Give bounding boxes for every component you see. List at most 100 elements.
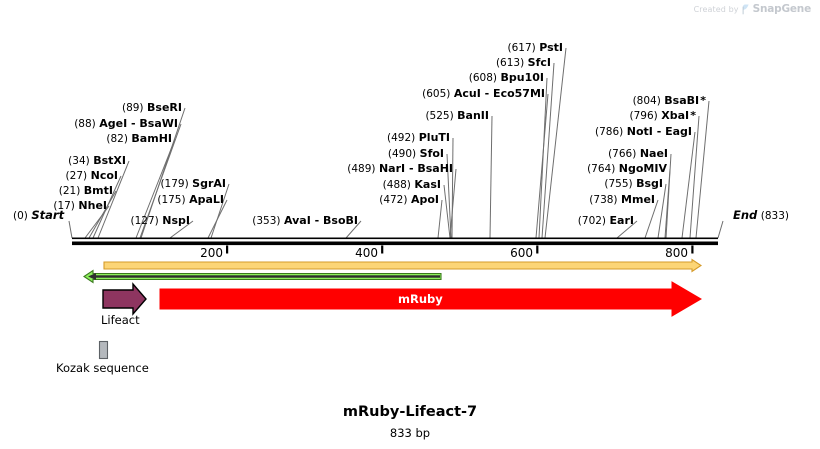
enzyme-name: BsaBI: [664, 94, 700, 107]
enzyme-name: NgoMIV: [618, 162, 667, 175]
enzyme-label-NheI[interactable]: (17) NheI: [53, 200, 107, 213]
enzyme-label-BstXI[interactable]: (34) BstXI: [68, 155, 126, 168]
ruler-tick-800: [691, 245, 694, 254]
enzyme-label-AgeI-BsaWI[interactable]: (88) AgeI - BsaWI: [74, 117, 178, 131]
enzyme-pos: (488): [382, 179, 411, 191]
enzyme-pos: (17): [53, 200, 75, 212]
ruler-label-600: 600: [510, 246, 533, 260]
ruler-tick-400: [381, 245, 384, 254]
enzyme-label-BmtI[interactable]: (21) BmtI: [58, 185, 113, 198]
enzyme-label-BsaBI[interactable]: (804) BsaBI *: [633, 94, 706, 108]
enzyme-label-XbaI[interactable]: (796) XbaI *: [629, 109, 696, 123]
enzyme-name: KasI: [414, 178, 441, 191]
enzyme-name: XbaI: [661, 109, 690, 122]
enzyme-name: NotI - EagI: [626, 125, 692, 138]
ruler-tick-600: [536, 245, 539, 254]
enzyme-label-KasI[interactable]: (488) KasI: [382, 178, 441, 192]
enzyme-label-NgoMIV[interactable]: (764) NgoMIV: [587, 162, 667, 176]
terminal-start-label: Start: [31, 208, 65, 222]
enzyme-label-NspI[interactable]: (127) NspI: [130, 214, 190, 228]
construct-length: 833 bp: [389, 426, 431, 440]
enzyme-name: ApaLI: [189, 193, 224, 206]
watermark-created-by-label: Created by: [693, 4, 739, 14]
feature-caption-lifeact: Lifeact: [101, 313, 140, 327]
snapgene-watermark: Created by SnapGene: [693, 3, 812, 15]
feature-label-mruby: mRuby: [398, 292, 443, 306]
enzyme-pos: (786): [595, 126, 624, 138]
enzyme-name: AgeI - BsaWI: [99, 117, 178, 130]
ruler-label-800: 800: [665, 246, 688, 260]
enzyme-pos: (764): [587, 163, 616, 175]
enzyme-label-AvaI-BsoBI[interactable]: (353) AvaI - BsoBI: [252, 215, 358, 228]
feature-mruby[interactable]: [159, 281, 702, 317]
enzyme-label-NarI-BsaHI[interactable]: (489) NarI - BsaHI: [347, 162, 453, 176]
enzyme-label-NaeI[interactable]: (766) NaeI: [608, 147, 668, 161]
enzyme-pos: (613): [495, 57, 525, 69]
feature-cds-orange[interactable]: [103, 258, 702, 273]
enzyme-pos: (489): [347, 163, 376, 175]
enzyme-name: ApoI: [410, 193, 439, 206]
leader-lines: [68, 47, 724, 239]
enzyme-pos: (608): [468, 72, 497, 84]
enzyme-label-PluTI[interactable]: (492) PluTI: [387, 132, 450, 145]
enzyme-pos: (490): [387, 148, 417, 160]
enzyme-name: EarI: [609, 214, 634, 227]
enzyme-name: NaeI: [639, 147, 668, 160]
enzyme-name: NspI: [162, 214, 190, 227]
feature-green-arrow[interactable]: [83, 269, 442, 284]
enzyme-label-NcoI[interactable]: (27) NcoI: [66, 169, 118, 183]
enzyme-name: AcuI - Eco57MI: [453, 87, 545, 100]
enzyme-label-Bpu10I[interactable]: (608) Bpu10I: [468, 72, 544, 85]
enzyme-label-SfoI[interactable]: (490) SfoI: [387, 147, 444, 161]
enzyme-name: NcoI: [90, 169, 118, 182]
watermark-brand-label: SnapGene: [752, 3, 812, 15]
enzyme-label-BamHI[interactable]: (82) BamHI: [106, 133, 172, 146]
feature-lifeact[interactable]: [102, 282, 147, 316]
enzyme-label-SfcI[interactable]: (613) SfcI: [495, 57, 551, 70]
ruler-tick-200: [226, 245, 229, 254]
enzyme-pos: (738): [589, 194, 618, 206]
ruler-label-400: 400: [355, 246, 378, 260]
ruler-label-200: 200: [200, 246, 223, 260]
enzyme-label-PstI[interactable]: (617) PstI: [507, 41, 563, 55]
enzyme-label-BanII[interactable]: (525) BanII: [425, 109, 489, 123]
enzyme-label-ApoI[interactable]: (472) ApoI: [379, 193, 439, 207]
enzyme-label-BsgI[interactable]: (755) BsgI: [604, 178, 663, 191]
enzyme-label-SgrAI[interactable]: (179) SgrAI: [160, 177, 226, 191]
enzyme-label-NotI-EagI[interactable]: (786) NotI - EagI: [595, 125, 692, 139]
enzyme-label-MmeI[interactable]: (738) MmeI: [589, 194, 655, 207]
enzyme-name: SgrAI: [192, 177, 226, 190]
enzyme-pos: (796): [629, 110, 658, 122]
enzyme-label-EarI[interactable]: (702) EarI: [578, 214, 634, 228]
enzyme-pos: (34): [68, 155, 90, 167]
ruler-ticks: [226, 245, 694, 254]
enzyme-label-BseRI[interactable]: (89) BseRI: [121, 101, 182, 115]
enzyme-name: SfoI: [419, 147, 444, 160]
terminal-start[interactable]: (0) Start: [13, 208, 64, 222]
enzyme-pos: (82): [106, 133, 128, 145]
terminal-end-position: (833): [760, 210, 790, 222]
snapgene-leaf-icon: [742, 4, 750, 15]
feature-caption-kozak: Kozak sequence: [56, 361, 149, 375]
enzyme-label-AcuI-Eco57MI[interactable]: (605) AcuI - Eco57MI: [422, 87, 545, 101]
enzyme-pos: (175): [157, 194, 186, 206]
page-title: mRuby-Lifeact-7: [342, 404, 478, 420]
enzyme-name: PstI: [539, 41, 563, 54]
terminal-end-label: End: [733, 208, 758, 222]
enzyme-label-ApaLI[interactable]: (175) ApaLI: [157, 193, 224, 207]
terminal-end[interactable]: End (833): [733, 208, 789, 222]
feature-kozak-sequence[interactable]: [98, 340, 109, 360]
terminal-start-position: (0): [13, 210, 28, 222]
enzyme-pos: (127): [130, 215, 159, 227]
enzyme-pos: (353): [252, 215, 281, 227]
enzyme-pos: (89): [121, 102, 144, 114]
enzyme-pos: (21): [58, 185, 81, 197]
enzyme-name: BanII: [457, 109, 489, 122]
enzyme-name: NarI - BsaHI: [378, 162, 453, 175]
enzyme-name: BseRI: [147, 101, 182, 114]
enzyme-pos: (492): [387, 132, 416, 144]
enzyme-pos: (755): [604, 178, 633, 190]
enzyme-pos: (766): [608, 148, 637, 160]
enzyme-star-marker: *: [699, 94, 706, 107]
